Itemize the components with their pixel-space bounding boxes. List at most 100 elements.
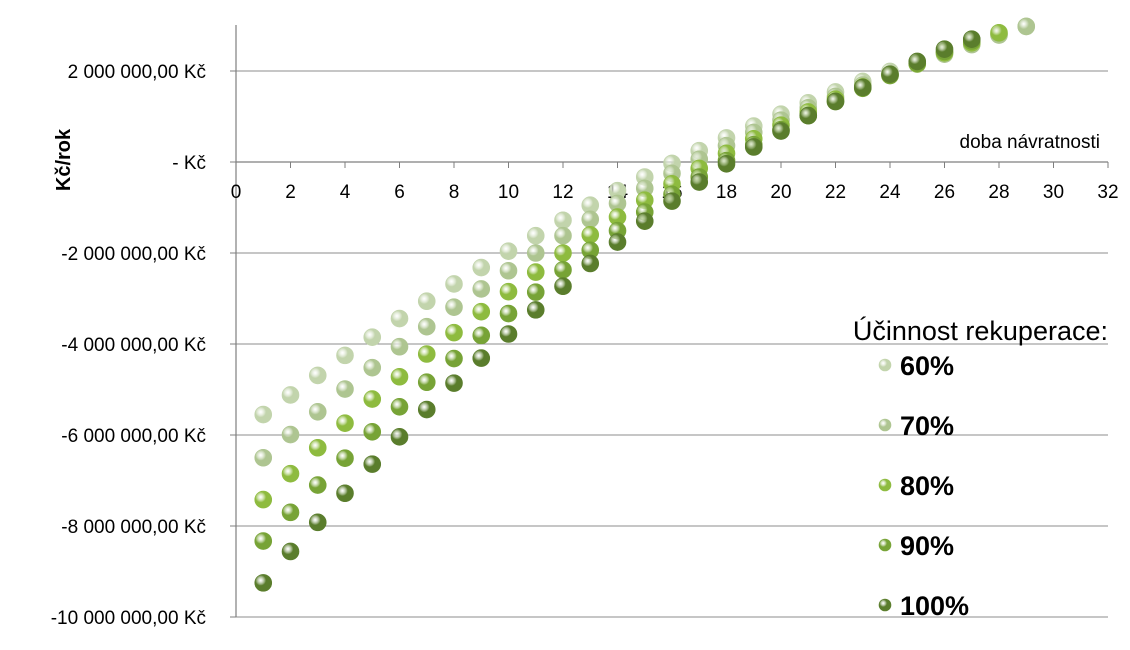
data-point	[581, 226, 600, 244]
legend: Účinnost rekuperace: 60% 70% 80% 90% 100%	[853, 315, 1108, 621]
x-tick-label: 6	[394, 182, 405, 203]
data-point	[554, 244, 572, 262]
data-point	[390, 397, 409, 416]
data-point	[690, 173, 709, 191]
data-point	[390, 337, 409, 356]
x-tick-label: 10	[498, 182, 519, 203]
data-point	[308, 476, 327, 494]
data-point	[499, 304, 518, 323]
y-tick-label: -8 000 000,00 Kč	[61, 517, 206, 538]
data-point	[254, 448, 273, 467]
data-point	[363, 358, 382, 377]
x-tick-label: 28	[988, 182, 1009, 203]
x-tick-label: 18	[716, 182, 737, 203]
data-point	[417, 317, 436, 336]
data-point	[445, 323, 463, 342]
data-point	[308, 513, 327, 532]
x-tick-label: 12	[552, 182, 573, 203]
data-point	[472, 258, 491, 277]
y-tick-label: - Kč	[172, 153, 206, 174]
data-points	[254, 17, 1036, 592]
data-point	[308, 402, 327, 421]
data-point	[390, 309, 409, 328]
data-point	[336, 449, 354, 468]
data-point	[390, 367, 409, 386]
data-point	[772, 122, 790, 140]
data-point	[363, 390, 382, 408]
data-point	[281, 425, 300, 444]
data-point	[417, 345, 436, 363]
legend-marker	[878, 418, 892, 432]
data-point	[472, 349, 491, 367]
data-point	[554, 226, 572, 245]
x-tick-label: 2	[285, 182, 296, 203]
data-point	[390, 428, 409, 446]
data-point	[281, 503, 300, 522]
legend-label: 100%	[900, 591, 969, 621]
data-point	[853, 78, 872, 97]
data-point	[254, 405, 273, 424]
data-point	[1017, 17, 1036, 36]
data-point	[526, 301, 545, 319]
legend-marker	[878, 598, 892, 612]
data-point	[799, 106, 818, 125]
data-point	[336, 484, 354, 503]
data-point	[881, 65, 899, 83]
y-tick-label: 2 000 000,00 Kč	[68, 62, 206, 83]
data-point	[308, 366, 327, 385]
data-point	[417, 400, 436, 419]
y-tick-label: -6 000 000,00 Kč	[61, 426, 206, 447]
x-tick-label: 20	[770, 182, 791, 203]
data-point	[336, 414, 354, 432]
data-point	[336, 346, 354, 365]
data-point	[254, 532, 273, 550]
x-tick-label: 32	[1097, 182, 1118, 203]
data-point	[445, 374, 463, 392]
data-point	[581, 254, 600, 273]
data-point	[744, 138, 763, 156]
data-point	[445, 349, 463, 368]
data-point	[499, 325, 518, 343]
data-point	[554, 261, 572, 279]
data-point	[472, 302, 491, 321]
data-point	[281, 542, 300, 561]
data-point	[445, 298, 463, 316]
x-tick-label: 30	[1043, 182, 1064, 203]
data-point	[554, 211, 572, 230]
data-point	[499, 261, 518, 280]
y-tick-labels: 2 000 000,00 Kč - Kč -2 000 000,00 Kč -4 00…	[51, 62, 206, 629]
data-point	[635, 212, 654, 230]
data-point	[717, 155, 736, 173]
data-point	[526, 283, 545, 301]
legend-marker	[878, 478, 892, 492]
y-axis-label: Kč/rok	[53, 128, 75, 191]
y-tick-label: -2 000 000,00 Kč	[61, 244, 206, 265]
data-point	[608, 233, 627, 251]
data-point	[363, 423, 382, 441]
data-point	[990, 23, 1008, 42]
x-axis-label: doba návratnosti	[960, 132, 1101, 153]
data-point	[908, 52, 927, 71]
series-100pct	[254, 30, 981, 592]
data-point	[281, 464, 300, 483]
data-point	[445, 275, 463, 293]
data-point	[935, 40, 954, 58]
y-tick-label: -10 000 000,00 Kč	[51, 608, 206, 629]
data-point	[472, 326, 491, 345]
data-point	[254, 574, 273, 592]
legend-label: 90%	[900, 531, 954, 561]
data-point	[526, 244, 545, 262]
legend-label: 70%	[900, 411, 954, 441]
x-tick-label: 4	[340, 182, 351, 203]
data-point	[526, 226, 545, 245]
data-point	[363, 328, 382, 346]
series-90pct	[254, 32, 981, 550]
data-point	[417, 292, 436, 311]
data-point	[499, 242, 518, 260]
data-point	[962, 30, 981, 48]
data-point	[581, 210, 600, 229]
x-tick-label: 26	[934, 182, 955, 203]
legend-label: 80%	[900, 471, 954, 501]
